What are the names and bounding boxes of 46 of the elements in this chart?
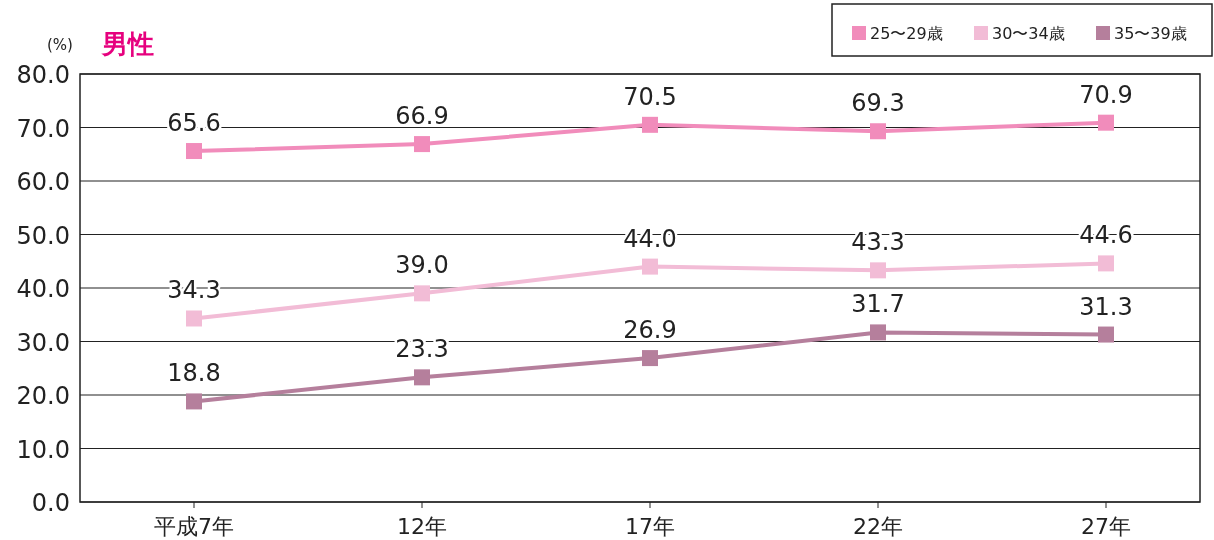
x-tick-label: 17年 <box>625 514 675 539</box>
legend-label: 35〜39歳 <box>1114 24 1187 43</box>
data-label: 69.3 <box>851 89 905 118</box>
y-tick-label: 70.0 <box>16 114 70 143</box>
data-label: 66.9 <box>395 102 449 131</box>
point <box>642 116 658 133</box>
y-tick-label: 60.0 <box>16 168 70 196</box>
data-label: 70.9 <box>1079 80 1133 109</box>
point <box>870 262 886 279</box>
y-tick-label: 50.0 <box>16 221 70 250</box>
point <box>870 123 886 140</box>
point <box>414 369 430 386</box>
x-tick-label: 12年 <box>397 514 447 539</box>
point <box>414 136 430 153</box>
y-tick-label: 40.0 <box>16 275 70 303</box>
data-label: 70.5 <box>623 82 677 111</box>
chart-title: 男性 <box>101 29 154 59</box>
point <box>1098 326 1114 343</box>
y-tick-label: 80.0 <box>16 61 70 89</box>
data-label: 31.3 <box>1079 292 1133 321</box>
y-tick-label: 20.0 <box>16 382 70 410</box>
y-tick-label: 0.0 <box>31 489 70 517</box>
point <box>186 393 202 410</box>
data-label: 31.7 <box>851 290 905 319</box>
y-tick-label: 30.0 <box>16 328 70 357</box>
point <box>870 324 886 341</box>
data-label: 23.3 <box>395 335 449 364</box>
data-label: 39.0 <box>395 251 449 280</box>
point <box>642 258 658 275</box>
point <box>186 143 202 160</box>
x-tick-label: 22年 <box>853 514 903 539</box>
data-label: 26.9 <box>623 316 677 345</box>
x-tick-label: 27年 <box>1081 514 1131 539</box>
x-tick-label: 平成7年 <box>154 514 234 539</box>
data-label: 18.8 <box>167 359 221 388</box>
data-label: 34.3 <box>167 276 221 305</box>
legend-label: 25〜29歳 <box>870 24 943 43</box>
point <box>1098 255 1114 272</box>
y-tick-label: 10.0 <box>16 435 70 464</box>
data-label: 43.3 <box>851 228 905 257</box>
point <box>642 350 658 367</box>
point <box>414 285 430 302</box>
y-axis-title: (%) <box>47 36 73 54</box>
point <box>1098 114 1114 131</box>
legend-label: 30〜34歳 <box>992 24 1065 43</box>
point <box>186 310 202 327</box>
